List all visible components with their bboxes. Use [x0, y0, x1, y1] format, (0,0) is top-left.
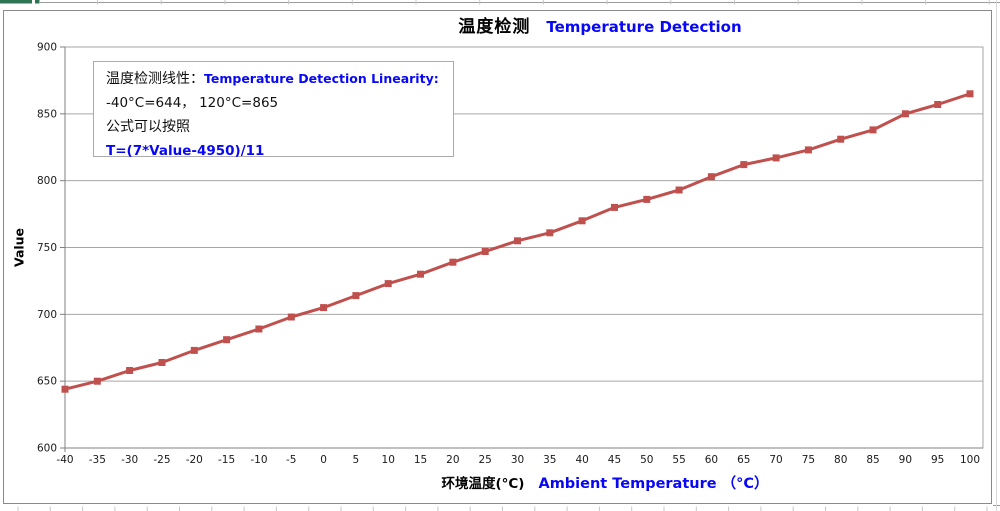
data-point-marker [772, 154, 780, 162]
data-point-marker [675, 186, 683, 194]
data-point-marker [223, 336, 231, 344]
data-point-marker [804, 146, 812, 154]
x-axis-title: 环境温度(°C) Ambient Temperature （°C） [441, 472, 768, 493]
x-tick-label: 30 [511, 454, 524, 466]
data-point-marker [352, 292, 360, 300]
x-tick-labels: -40 -35 -30 -25 -20 -15 -10 -5 0 5 10 15 20 25 30 35 40 4… [56, 454, 980, 466]
series-markers [61, 90, 974, 393]
data-point-marker [514, 237, 521, 245]
x-tick-label: 100 [960, 454, 980, 466]
x-tick-label: -35 [89, 454, 106, 466]
x-tick-label: 5 [353, 454, 360, 466]
data-point-marker [190, 346, 198, 354]
annotation-line-3: 公式可以按照 [106, 119, 190, 135]
annotation-line-4: T=(7*Value-4950)/11 [106, 143, 265, 159]
x-tick-label: 25 [478, 454, 491, 466]
data-point-marker [546, 229, 554, 237]
data-point-marker [93, 377, 101, 385]
x-tick-label: 35 [543, 454, 556, 466]
data-point-marker [384, 280, 392, 288]
annotation-line-2: -40°C=644， 120°C=865 [106, 95, 279, 111]
x-tick-label: -20 [186, 454, 203, 466]
x-tick-label: 15 [414, 454, 427, 466]
x-tick-label: 95 [931, 454, 944, 466]
x-tick-label: 90 [899, 454, 912, 466]
x-axis-title-zh: 环境温度(°C) [441, 476, 525, 492]
x-tick-label: 45 [608, 454, 621, 466]
data-point-marker [869, 126, 877, 134]
x-tick-label: -40 [56, 454, 73, 466]
y-tick-label: 800 [37, 175, 57, 187]
y-tick-label: 700 [37, 309, 57, 321]
x-tick-label: 60 [705, 454, 718, 466]
data-point-marker [934, 101, 942, 108]
data-point-marker [287, 313, 295, 321]
data-point-marker [578, 217, 586, 225]
data-point-marker [255, 325, 263, 333]
data-point-marker [707, 173, 715, 181]
green-cell-fill [0, 0, 32, 4]
green-cell-fill-2 [35, 0, 40, 4]
annotation-line-1: 温度检测线性：Temperature Detection Linearity: [106, 66, 453, 91]
data-point-marker [837, 135, 845, 143]
data-point-marker [320, 304, 328, 312]
y-tick-label: 750 [37, 242, 57, 254]
data-point-marker [740, 161, 748, 169]
y-tick-labels: 600 650 700 750 800 850 900 [37, 42, 57, 455]
data-point-marker [158, 359, 166, 366]
data-point-marker [481, 248, 489, 255]
x-tick-label: 70 [769, 454, 782, 466]
data-point-marker [611, 203, 618, 211]
x-tick-label: 75 [802, 454, 815, 466]
annotation-line1-en: Temperature Detection Linearity: [204, 71, 439, 86]
x-axis-title-en: Ambient Temperature （°C） [538, 476, 769, 492]
x-tick-label: -25 [153, 454, 170, 466]
x-tick-label: 0 [320, 454, 327, 466]
x-tick-label: 55 [672, 454, 685, 466]
x-tick-label: 20 [446, 454, 459, 466]
data-point-marker [449, 258, 457, 266]
data-point-marker [126, 367, 134, 374]
x-tick-label: 80 [834, 454, 847, 466]
y-tick-label: 900 [37, 42, 57, 54]
x-tick-label: 10 [382, 454, 395, 466]
data-point-marker [966, 90, 974, 98]
annotation-textbox[interactable]: 温度检测线性：Temperature Detection Linearity: … [93, 61, 454, 159]
y-axis-title: Value [11, 227, 27, 268]
y-tick-label: 650 [37, 376, 57, 388]
y-tick-label: 850 [37, 108, 57, 120]
chart-title-zh: 温度检测 [458, 17, 531, 37]
chart-title-en: Temperature Detection [546, 18, 742, 36]
x-tick-label: 40 [575, 454, 588, 466]
data-point-marker [643, 195, 651, 203]
x-tick-label: -5 [286, 454, 296, 466]
x-tick-label: 50 [640, 454, 653, 466]
chart-title: 温度检测 Temperature Detection [458, 12, 741, 37]
data-point-marker [901, 110, 909, 118]
y-tick-label: 600 [37, 443, 57, 455]
x-tick-label: -10 [250, 454, 267, 466]
annotation-line1-zh: 温度检测线性： [106, 71, 204, 87]
x-tick-label: 65 [737, 454, 750, 466]
data-point-marker [417, 270, 424, 278]
x-tick-label: 85 [866, 454, 879, 466]
data-point-marker [61, 385, 69, 393]
x-tick-label: -15 [218, 454, 235, 466]
x-tick-label: -30 [121, 454, 138, 466]
